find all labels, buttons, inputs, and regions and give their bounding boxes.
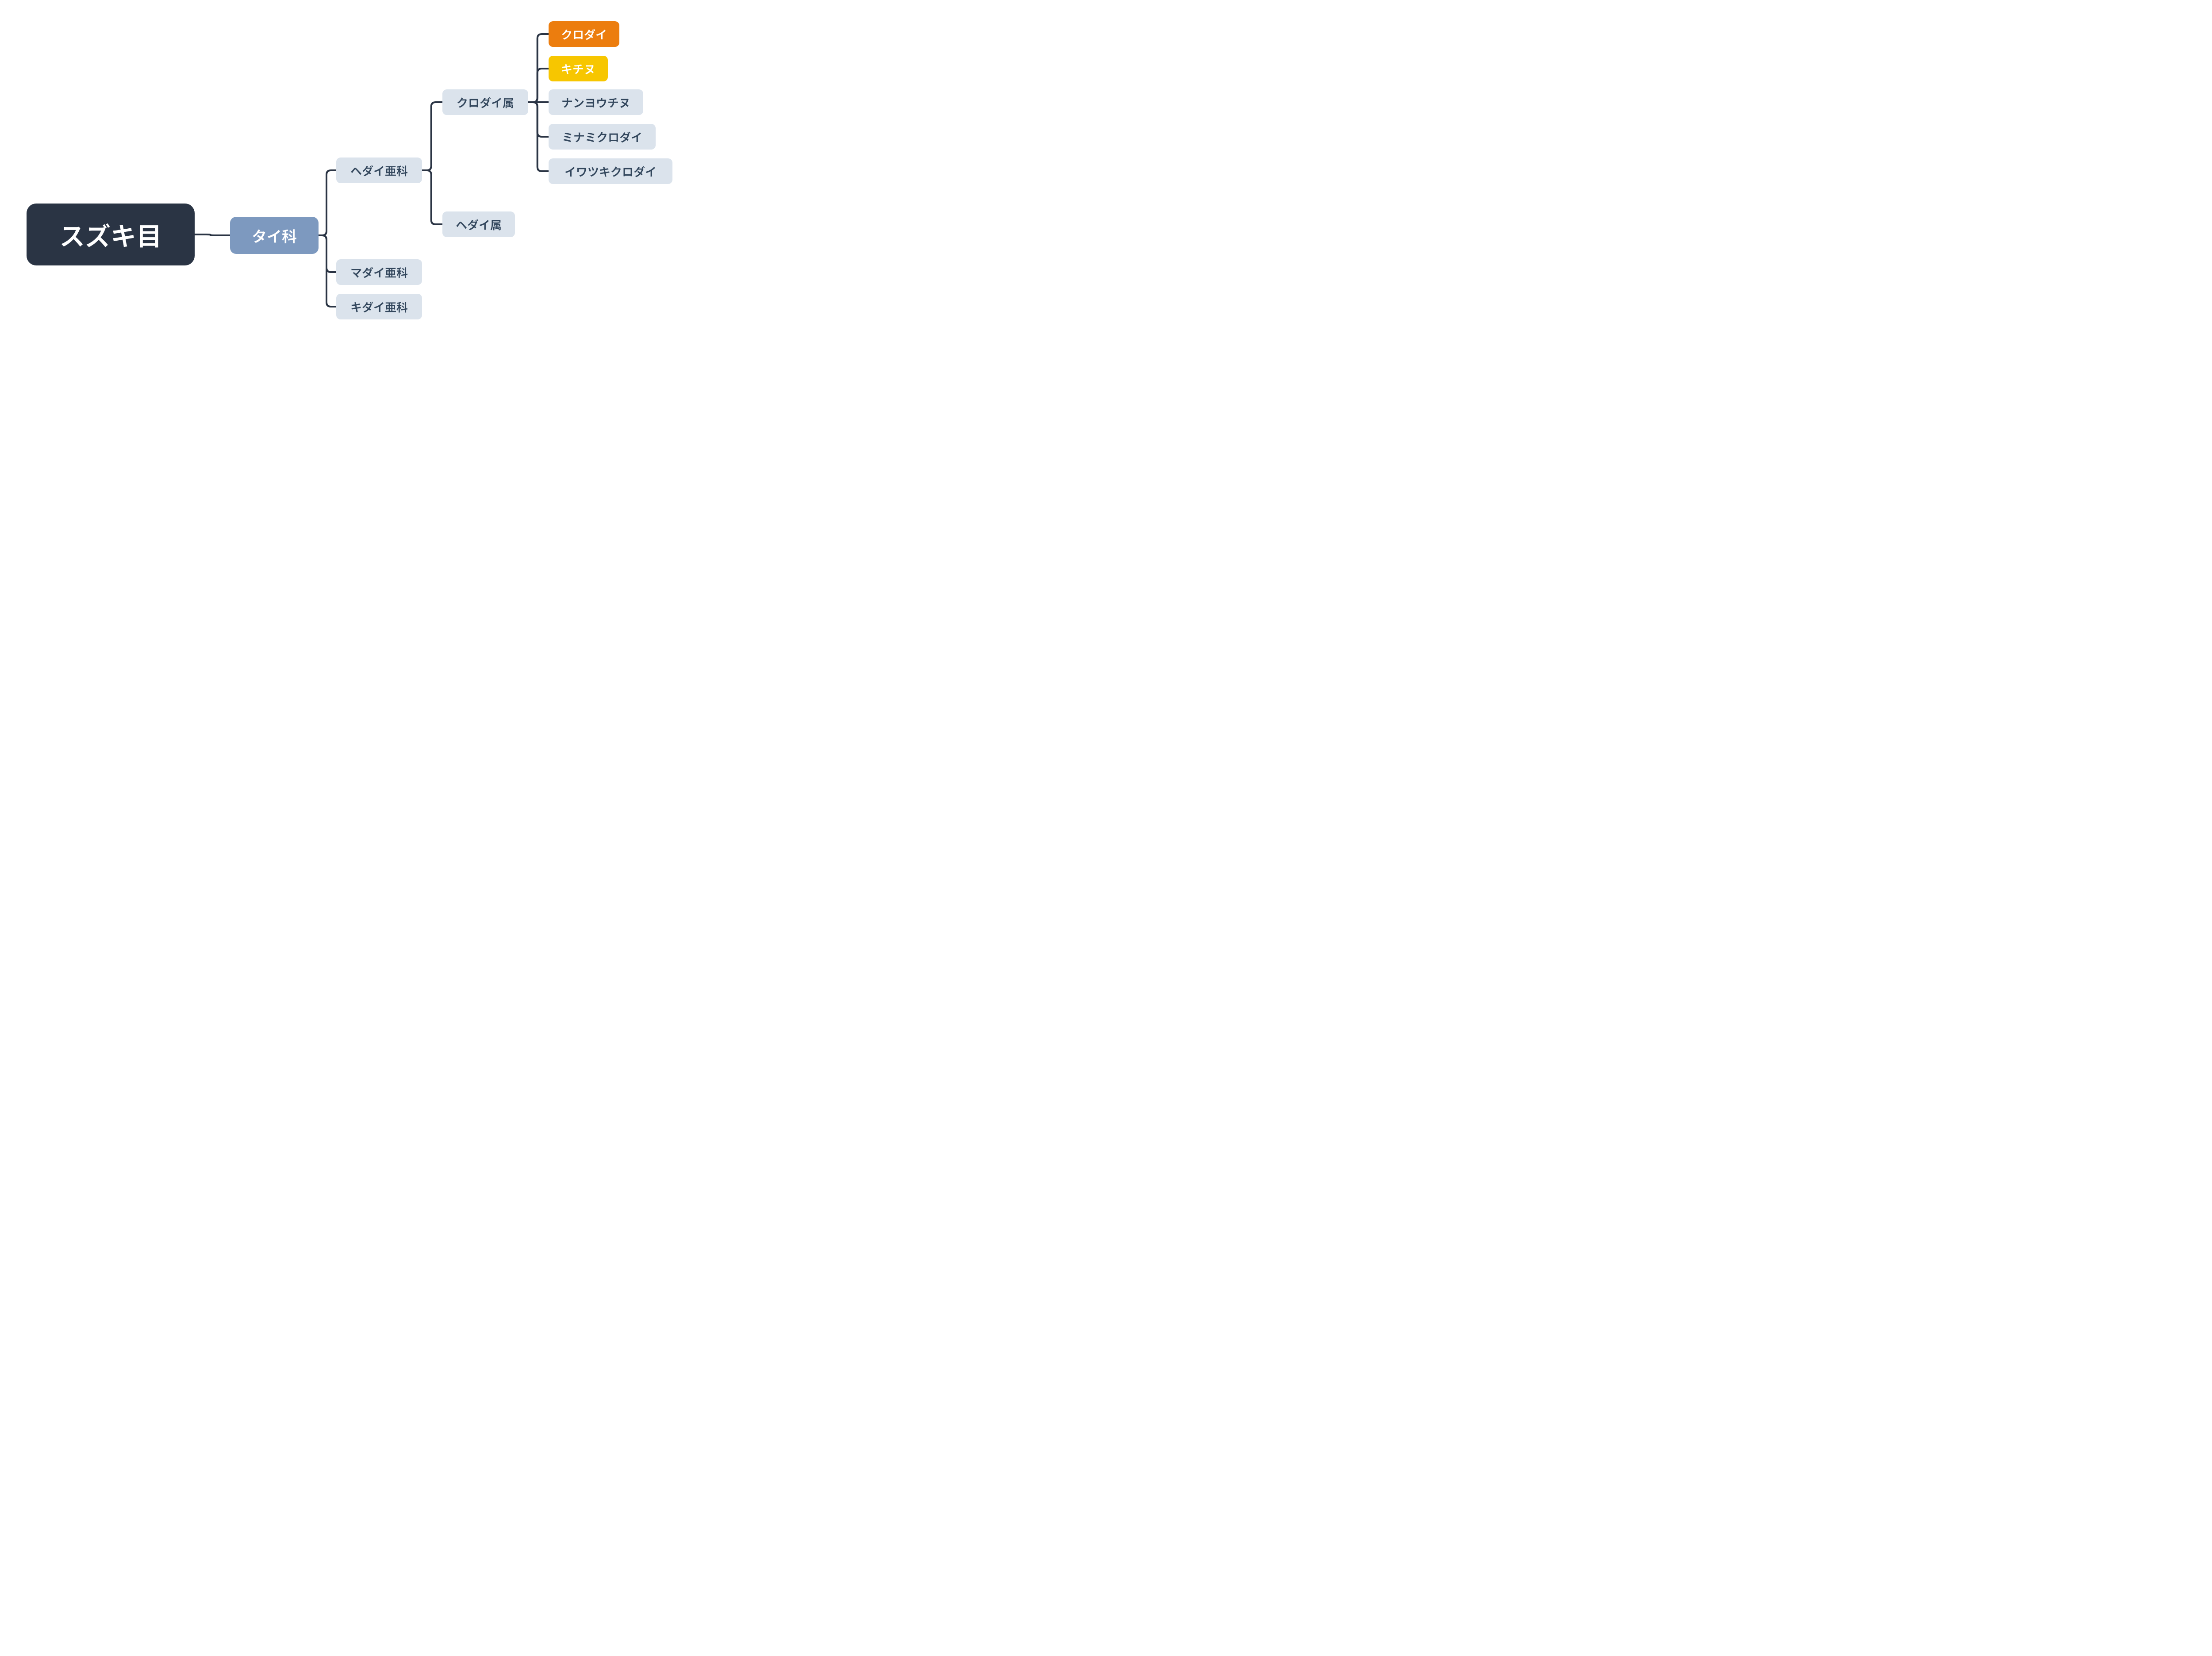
edge-gen1-sp2 bbox=[528, 69, 549, 102]
edge-gen1-sp4 bbox=[528, 102, 549, 137]
taxonomy-tree: スズキ目タイ科 ヘダイ亜科マダイ亜科キダイ亜科 クロダイ属ヘダイ属 クロダイキチヌナン… bbox=[0, 0, 695, 327]
tree-node-sp3: ナンヨウチヌ bbox=[549, 89, 643, 115]
tree-node-sub2: マダイ亜科 bbox=[336, 259, 422, 285]
edge-gen1-sp1 bbox=[528, 34, 549, 102]
tree-node-sub3: キダイ亜科 bbox=[336, 294, 422, 319]
tree-node-sp1: クロダイ bbox=[549, 21, 619, 47]
tree-node-gen2: ヘダイ属 bbox=[442, 211, 515, 237]
edge-family-sub2 bbox=[319, 235, 336, 272]
edge-root-family bbox=[195, 234, 230, 235]
edge-sub1-gen1 bbox=[422, 102, 442, 170]
tree-node-sub1: ヘダイ亜科 bbox=[336, 158, 422, 183]
tree-node-sp5: イワツキクロダイ bbox=[549, 158, 672, 184]
edge-sub1-gen2 bbox=[422, 170, 442, 224]
tree-node-root: スズキ目 bbox=[27, 204, 195, 265]
tree-node-sp2: キチヌ bbox=[549, 56, 608, 81]
edge-family-sub3 bbox=[319, 235, 336, 307]
edge-gen1-sp5 bbox=[528, 102, 549, 171]
tree-node-sp4: ミナミクロダイ bbox=[549, 124, 656, 150]
edge-family-sub1 bbox=[319, 170, 336, 235]
tree-node-family: タイ科 bbox=[230, 217, 319, 254]
tree-node-gen1: クロダイ属 bbox=[442, 89, 528, 115]
